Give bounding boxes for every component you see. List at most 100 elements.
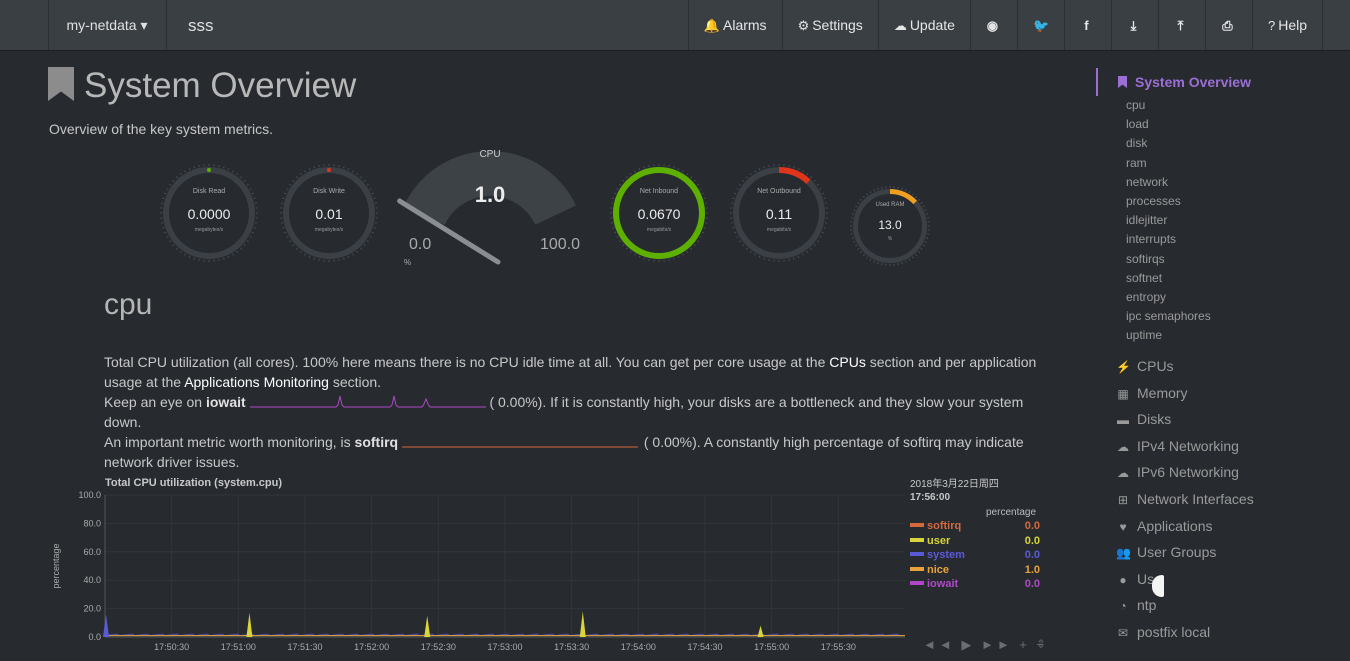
- gauge-tick: [821, 231, 824, 234]
- used-ram-gauge[interactable]: Used RAM 13.0 %: [850, 186, 930, 266]
- gauge-tick: [304, 253, 306, 256]
- gauge-tick: [246, 183, 249, 186]
- gauge-indicator-dot: [207, 168, 211, 172]
- gauge-tick: [797, 168, 800, 171]
- cpu-description: Total CPU utilization (all cores). 100% …: [104, 352, 1054, 472]
- gauge-tick: [172, 179, 175, 182]
- legend-item-user[interactable]: user 0.0: [910, 535, 1042, 550]
- brand-dropdown[interactable]: my-netdata ▾: [48, 0, 167, 50]
- sidebar-item-postfix-local[interactable]: ✉ postfix local: [1116, 624, 1210, 640]
- sidebar-subitem-softirqs[interactable]: softirqs: [1126, 251, 1165, 266]
- sidebar-item-ipv4-networking[interactable]: ☁ IPv4 Networking: [1116, 438, 1239, 454]
- gauge-tick: [924, 209, 927, 212]
- gauge-tick: [853, 240, 856, 243]
- gauge-tick: [179, 250, 182, 253]
- gauge-tick: [169, 240, 172, 243]
- gauge-tick: [802, 253, 804, 256]
- sidebar-subitem-interrupts[interactable]: interrupts: [1126, 232, 1177, 247]
- gauge-tick: [677, 168, 680, 171]
- sidebar-subitem-load[interactable]: load: [1126, 117, 1149, 132]
- legend-item-iowait[interactable]: iowait 0.0: [910, 578, 1042, 593]
- gauge-tick: [373, 197, 376, 199]
- upload-button[interactable]: ⤒: [1157, 0, 1205, 50]
- sidebar-item-us[interactable]: ● Us: [1116, 571, 1154, 587]
- sidebar-subitem-processes[interactable]: processes: [1126, 194, 1181, 208]
- sidebar-item-system-overview[interactable]: System Overview: [1118, 74, 1251, 90]
- gauge-tick: [313, 166, 315, 169]
- user-icon: ●: [1119, 572, 1127, 587]
- disk-write-gauge[interactable]: Disk Write 0.01 megabytes/s: [280, 164, 378, 262]
- x-tick-label: 17:53:30: [554, 642, 589, 652]
- legend-item-nice[interactable]: nice 1.0: [910, 564, 1042, 579]
- sidebar-subitem-disk[interactable]: disk: [1126, 136, 1148, 151]
- settings-button[interactable]: ⚙ Settings: [781, 0, 878, 50]
- sidebar-subitem-softnet[interactable]: softnet: [1126, 270, 1163, 285]
- disk-read-gauge[interactable]: Disk Read 0.0000 megabytes/s: [160, 164, 258, 262]
- gauge-tick: [249, 236, 252, 238]
- softirq-sparkline[interactable]: [401, 433, 640, 449]
- chart-title: Total CPU utilization (system.cpu): [105, 477, 283, 489]
- chart-resize-icon[interactable]: ⇕: [1036, 637, 1047, 651]
- gauge-tick: [619, 240, 622, 243]
- gauge-tick: [810, 176, 813, 179]
- legend-value: 0.0: [1024, 534, 1040, 547]
- gauge-tick: [696, 183, 699, 186]
- legend-item-system[interactable]: system 0.0: [910, 549, 1042, 564]
- net-outbound-gauge[interactable]: Net Outbound 0.11 megabits/s: [730, 164, 828, 262]
- gauge-unit: megabytes/s: [194, 227, 224, 233]
- sidebar-subitem-cpu[interactable]: cpu: [1126, 98, 1146, 112]
- sidebar-item-ipv6-networking[interactable]: ☁ IPv6 Networking: [1116, 464, 1239, 480]
- navbar-spacer: [0, 0, 49, 50]
- sidebar-subitem-entropy[interactable]: entropy: [1126, 290, 1167, 304]
- net-inbound-gauge[interactable]: Net Inbound 0.0670 megabits/s: [610, 164, 708, 262]
- alarms-button[interactable]: 🔔 Alarms: [687, 0, 782, 50]
- sidebar-subitem-uptime[interactable]: uptime: [1126, 328, 1163, 343]
- update-button[interactable]: ☁ Update: [877, 0, 970, 50]
- gauge-tick: [638, 168, 641, 171]
- gauge-tick: [749, 250, 752, 253]
- cpu-gauge[interactable]: CPU 1.0 0.0 100.0 %: [390, 146, 590, 276]
- gauge-tick: [614, 231, 617, 234]
- gauge-tick: [227, 255, 230, 258]
- download-button[interactable]: ⤓: [1110, 0, 1158, 50]
- sidebar-subitem-idlejitter[interactable]: idlejitter: [1126, 213, 1168, 228]
- gear-icon: ⚙: [797, 18, 810, 33]
- sidebar-subitem-ram[interactable]: ram: [1126, 155, 1147, 170]
- x-tick-label: 17:54:00: [621, 642, 656, 652]
- gauge-unit: %: [887, 236, 893, 242]
- print-button[interactable]: ⎙: [1204, 0, 1252, 50]
- gauge-track: [404, 151, 576, 225]
- desc-text: An important metric worth monitoring, is: [104, 434, 355, 450]
- sidebar-subitem-network[interactable]: network: [1126, 174, 1169, 189]
- legend-item-softirq[interactable]: softirq 0.0: [910, 520, 1042, 535]
- facebook-button[interactable]: f: [1063, 0, 1111, 50]
- applications-link[interactable]: Applications Monitoring: [184, 374, 329, 390]
- sidebar-subitem-ipc-semaphores[interactable]: ipc semaphores: [1126, 309, 1211, 324]
- gauge-title: Net Inbound: [639, 188, 679, 195]
- iowait-sparkline[interactable]: [249, 393, 486, 409]
- cpu-chart[interactable]: 100.0 80.0 60.0 40.0 20.0 0.0 17:50:30 17:51:00…: [0, 491, 910, 661]
- legend-header: percentage: [986, 507, 1037, 518]
- gauge-tick: [732, 227, 735, 229]
- gauge-tick: [810, 247, 813, 250]
- gauge-title: CPU: [479, 149, 501, 160]
- sidebar-item-cpus[interactable]: ⚡ CPUs: [1116, 358, 1174, 374]
- y-tick-label: 0.0: [88, 632, 101, 642]
- softirq-label: softirq: [354, 434, 399, 450]
- sidebar-item-applications[interactable]: ♥ Applications: [1116, 518, 1212, 534]
- chart-controls[interactable]: ◄◄ ▶ ►► + −: [923, 637, 1048, 652]
- sidebar-item-memory[interactable]: ▦ Memory: [1116, 385, 1187, 401]
- twitter-button[interactable]: 🐦: [1016, 0, 1064, 50]
- gauge-tick: [917, 198, 921, 201]
- github-button[interactable]: ◉: [969, 0, 1017, 50]
- cpus-link[interactable]: CPUs: [829, 354, 866, 370]
- help-button[interactable]: ? Help: [1251, 0, 1323, 50]
- gauge-tick: [616, 188, 619, 190]
- sidebar-item-ntp[interactable]: ◔ ntp: [1116, 597, 1156, 613]
- gauge-tick: [299, 250, 302, 253]
- gauge-tick: [857, 202, 860, 205]
- sidebar-item-disks[interactable]: ▬ Disks: [1116, 411, 1171, 427]
- sidebar-item-user-groups[interactable]: 👥 User Groups: [1116, 544, 1216, 560]
- spike-system: [103, 614, 109, 637]
- sidebar-item-network-interfaces[interactable]: ⊞ Network Interfaces: [1116, 491, 1254, 507]
